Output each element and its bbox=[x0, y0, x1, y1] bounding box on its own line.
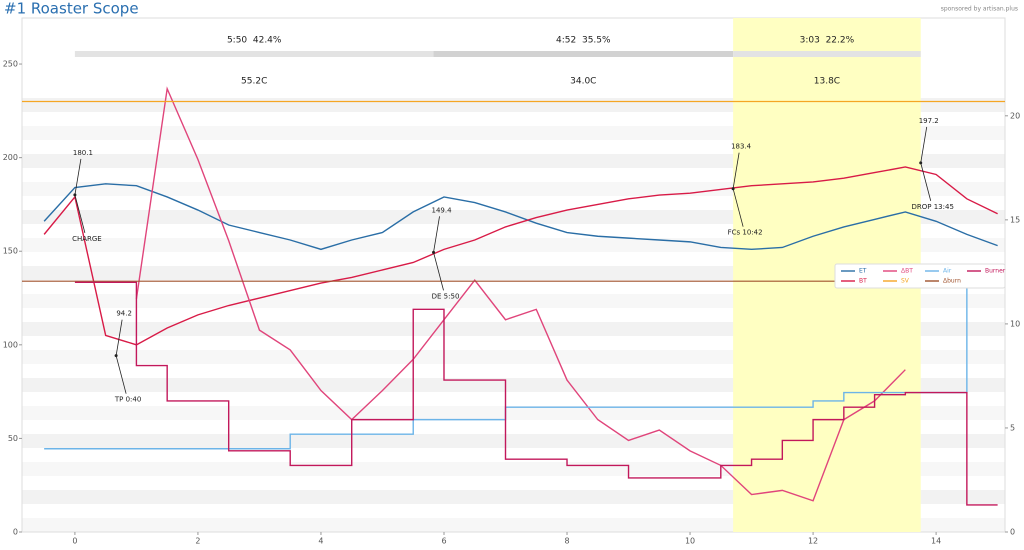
phase-delta: 13.8C bbox=[814, 77, 840, 87]
annotation-value: 197.2 bbox=[919, 117, 939, 125]
y-tick-label: 250 bbox=[3, 60, 18, 69]
subtitle: sponsored by artisan.plus bbox=[941, 6, 1018, 13]
legend-label: Burner bbox=[985, 268, 1006, 275]
annotation-value: 149.4 bbox=[432, 206, 453, 214]
phase-time: 4:52 35.5% bbox=[556, 36, 611, 46]
annotation-point bbox=[114, 354, 118, 358]
annotation-leader bbox=[433, 252, 444, 291]
annotation-label: DROP 13:45 bbox=[912, 203, 954, 211]
y2-tick-label: 0 bbox=[1010, 528, 1015, 537]
legend-label: BT bbox=[859, 278, 867, 285]
series-line bbox=[74, 281, 998, 506]
y2-tick-label: 15 bbox=[1010, 215, 1020, 224]
chart-title: #1 Roaster Scope bbox=[4, 0, 139, 18]
annotation-leader bbox=[732, 152, 740, 189]
y2-tick-label: 20 bbox=[1010, 111, 1020, 120]
annotation-value: 183.4 bbox=[731, 143, 752, 151]
legend-label: ET bbox=[859, 268, 867, 275]
annotation-leader bbox=[433, 216, 440, 253]
phase-delta: 55.2C bbox=[241, 77, 267, 87]
phase-bar bbox=[433, 51, 734, 57]
legend-box bbox=[834, 263, 1006, 289]
annotation-leader bbox=[74, 194, 86, 233]
annotation-point bbox=[731, 187, 735, 191]
x-tick-label: 12 bbox=[808, 537, 818, 546]
phase-time: 3:03 22.2% bbox=[800, 36, 855, 46]
legend-label: ΔBT bbox=[901, 268, 913, 275]
series-line bbox=[43, 166, 998, 346]
series-line bbox=[135, 86, 906, 502]
annotation-value: 180.1 bbox=[73, 149, 93, 157]
x-tick-label: 4 bbox=[318, 537, 323, 546]
series-line bbox=[43, 183, 998, 251]
y-tick-label: 200 bbox=[3, 153, 18, 162]
y2-tick-label: 5 bbox=[1010, 423, 1015, 432]
annotation-leader bbox=[732, 188, 744, 227]
annotation-leader bbox=[74, 158, 82, 195]
x-tick-label: 14 bbox=[931, 537, 941, 546]
annotation-point bbox=[432, 250, 436, 254]
x-tick-label: 2 bbox=[195, 537, 200, 546]
annotation-leader bbox=[115, 355, 127, 394]
annotation-label: TP 0:40 bbox=[114, 396, 141, 404]
x-tick-label: 10 bbox=[685, 537, 695, 546]
phase-delta: 34.0C bbox=[570, 77, 596, 87]
y-tick-label: 100 bbox=[3, 340, 18, 349]
phase-bar bbox=[733, 51, 921, 57]
legend-label: SV bbox=[901, 278, 910, 285]
annotation-label: DE 5:50 bbox=[432, 292, 460, 300]
y-tick-label: 50 bbox=[8, 434, 18, 443]
x-tick-label: 6 bbox=[441, 537, 446, 546]
x-tick-label: 0 bbox=[72, 537, 77, 546]
annotation-label: CHARGE bbox=[72, 235, 102, 243]
y-tick-label: 0 bbox=[13, 528, 18, 537]
x-tick-label: 8 bbox=[564, 537, 569, 546]
annotation-label: FCs 10:42 bbox=[728, 229, 763, 237]
y2-tick-label: 10 bbox=[1010, 319, 1020, 328]
y-tick-label: 150 bbox=[3, 247, 18, 256]
annotation-value: 94.2 bbox=[116, 310, 132, 318]
annotation-point bbox=[73, 193, 77, 197]
phase-time: 5:50 42.4% bbox=[227, 36, 282, 46]
annotation-leader bbox=[920, 126, 928, 163]
legend-label: Air bbox=[943, 268, 952, 275]
annotation-leader bbox=[920, 162, 932, 201]
phase-bar bbox=[74, 51, 434, 57]
legend-label: Δburn bbox=[943, 278, 961, 285]
annotation-leader bbox=[115, 319, 123, 356]
annotation-point bbox=[919, 161, 923, 165]
